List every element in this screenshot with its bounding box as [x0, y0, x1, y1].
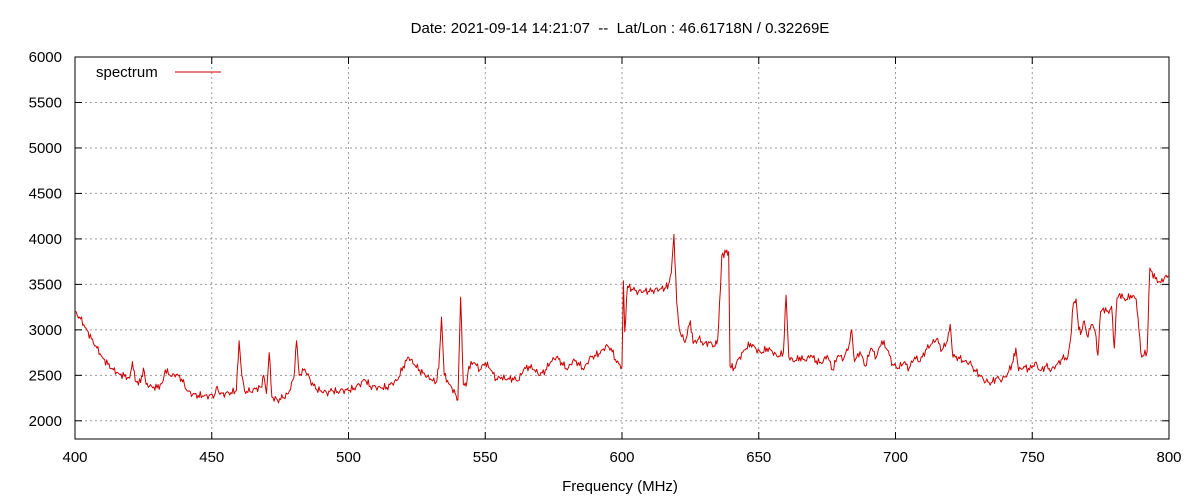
series-line-spectrum: [74, 233, 1170, 404]
y-tick-label-3500: 3500: [29, 276, 62, 293]
grid: [75, 57, 1169, 439]
y-tick-label-4000: 4000: [29, 231, 62, 248]
y-tick-label-5000: 5000: [29, 140, 62, 157]
x-tick-label-550: 550: [473, 449, 498, 466]
x-tick-label-500: 500: [336, 449, 361, 466]
x-tick-label-700: 700: [883, 449, 908, 466]
legend-label-spectrum: spectrum: [96, 64, 158, 81]
x-axis-label: Frequency (MHz): [562, 478, 678, 495]
y-tick-label-4500: 4500: [29, 185, 62, 202]
x-tick-labels: 400 450 500 550 600 650 700 750 800: [62, 449, 1181, 466]
x-tick-label-400: 400: [62, 449, 87, 466]
series-group: [74, 233, 1170, 404]
chart-title: Date: 2021-09-14 14:21:07 -- Lat/Lon : 4…: [411, 20, 830, 37]
legend: spectrum: [96, 64, 221, 81]
x-tick-label-800: 800: [1156, 449, 1181, 466]
y-tick-labels: 2000 2500 3000 3500 4000 4500 5000 5500 6000: [29, 49, 62, 430]
y-tick-label-2500: 2500: [29, 367, 62, 384]
axis-ticks: [74, 56, 1170, 439]
x-tick-label-750: 750: [1020, 449, 1045, 466]
x-tick-label-650: 650: [746, 449, 771, 466]
y-tick-label-6000: 6000: [29, 49, 62, 66]
y-tick-label-5500: 5500: [29, 94, 62, 111]
x-tick-label-600: 600: [609, 449, 634, 466]
x-tick-label-450: 450: [199, 449, 224, 466]
y-tick-label-2000: 2000: [29, 413, 62, 430]
y-tick-label-3000: 3000: [29, 322, 62, 339]
